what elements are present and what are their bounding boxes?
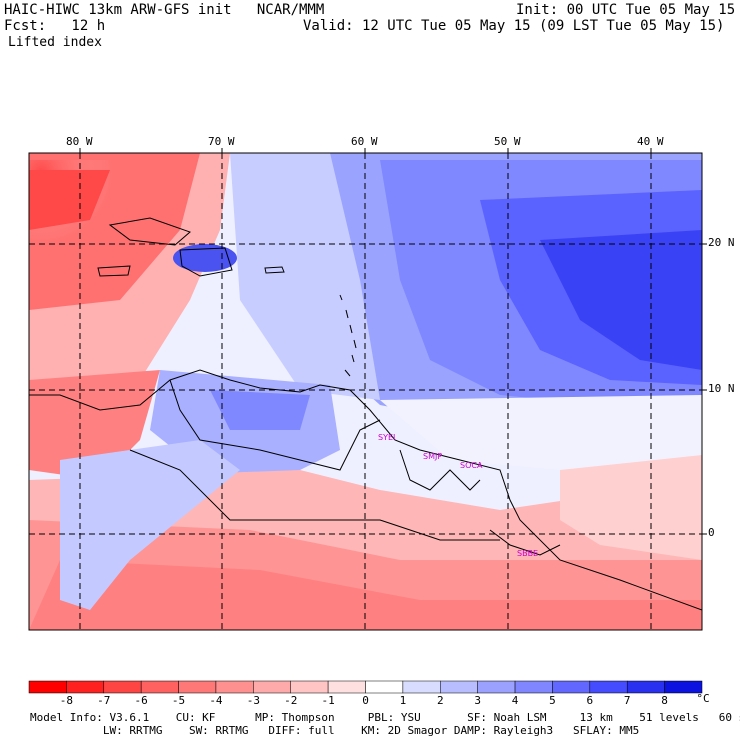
lat-label: 0 [708, 526, 715, 539]
colorbar-tick-label: 4 [511, 694, 519, 707]
station-markers: SYEI SMJP SOCA SBBE [378, 433, 538, 558]
colorbar-swatch [626, 680, 665, 694]
colorbar-swatch [589, 680, 628, 694]
field-name: Lifted index [8, 35, 102, 50]
colorbar-tick-label: -2 [284, 694, 298, 707]
colorbar-tick-label: 1 [399, 694, 407, 707]
colorbar-swatch [215, 680, 254, 694]
map-field: SYEI SMJP SOCA SBBE [29, 153, 702, 630]
lat-label: 20 N [708, 236, 735, 249]
colorbar-swatch [440, 680, 478, 694]
colorbar-tick-label: -7 [97, 694, 111, 707]
forecast-hour: Fcst: 12 h [4, 18, 106, 34]
colorbar-tick-label: 5 [549, 694, 556, 707]
colorbar-swatch [365, 680, 404, 694]
colorbar-tick-label: 3 [474, 694, 481, 707]
colorbar-tick-label: -8 [59, 694, 73, 707]
colorbar-swatch [477, 680, 516, 694]
valid-time: Valid: 12 UTC Tue 05 May 15 (09 LST Tue … [303, 18, 725, 34]
colorbar-swatch [28, 680, 67, 694]
colorbar-swatch [514, 680, 553, 694]
plot-title: HAIC-HIWC 13km ARW-GFS init NCAR/MMM [4, 2, 325, 18]
colorbar-tick-label: -5 [171, 694, 186, 707]
station-label: SBBE [517, 549, 538, 558]
colorbar-swatch [253, 680, 291, 694]
model-info-line2: LW: RRTMG SW: RRTMG DIFF: full KM: 2D Sm… [30, 724, 640, 737]
colorbar-swatch [552, 680, 591, 694]
colorbar-tick-label: 0 [362, 694, 369, 707]
colorbar-tick-label: 6 [586, 694, 594, 707]
graticule [29, 153, 702, 630]
colorbar-swatch [402, 680, 441, 694]
colorbar-swatch [66, 680, 105, 694]
colorbar-tick-label: 7 [623, 694, 631, 707]
colorbar-swatch [140, 680, 179, 694]
station-label: SOCA [460, 461, 483, 470]
colorbar-tick-label: -4 [209, 694, 223, 707]
colorbar-tick-label: -3 [246, 694, 260, 707]
colorbar-swatch [290, 680, 329, 694]
colorbar-tick-label: 2 [436, 694, 444, 707]
lat-label: 10 N [708, 382, 735, 395]
colorbar [28, 680, 703, 694]
lon-label: 70 W [208, 135, 235, 148]
colorbar-tick-label: -6 [134, 694, 148, 707]
station-label: SMJP [423, 452, 442, 461]
init-time: Init: 00 UTC Tue 05 May 15 [516, 2, 736, 18]
model-info-line1: Model Info: V3.6.1 CU: KF MP: Thompson P… [30, 711, 740, 724]
colorbar-unit: °C [696, 692, 710, 705]
colorbar-swatch [664, 680, 703, 694]
colorbar-tick-label: 8 [661, 694, 668, 707]
station-label: SYEI [378, 433, 395, 442]
lon-label: 60 W [351, 135, 378, 148]
lon-label: 80 W [66, 135, 93, 148]
colorbar-swatch [327, 680, 366, 694]
lon-label: 40 W [637, 135, 664, 148]
colorbar-swatch [103, 680, 142, 694]
lon-label: 50 W [494, 135, 521, 148]
colorbar-tick-label: -1 [321, 694, 335, 707]
colorbar-swatch [178, 680, 217, 694]
